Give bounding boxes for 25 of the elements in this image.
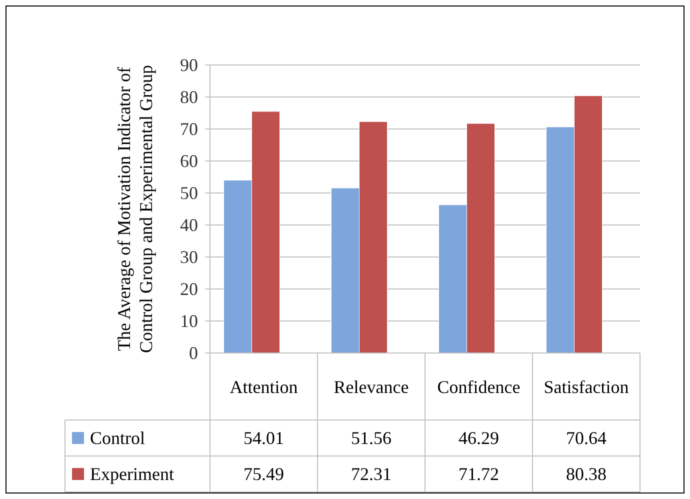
data-label: 54.01 [244,428,284,448]
y-tick-label: 20 [180,279,198,299]
x-tick-label: Relevance [334,377,409,397]
y-tick-label: 90 [180,55,198,75]
data-label: 80.38 [566,464,606,484]
legend-label: Control [90,428,146,448]
y-tick-label: 10 [180,311,198,331]
data-label: 46.29 [458,428,499,448]
y-tick-label: 30 [180,247,198,267]
x-tick-label: Attention [230,377,298,397]
data-label: 71.72 [458,464,499,484]
y-tick-label: 70 [180,119,198,139]
data-label: 51.56 [351,428,392,448]
y-tick-label: 50 [180,183,198,203]
data-label: 75.49 [244,464,284,484]
data-label: 72.31 [351,464,392,484]
y-tick-label: 40 [180,215,198,235]
y-tick-label: 0 [189,343,198,363]
y-tick-label: 80 [180,87,198,107]
y-axis-title: The Average of Motivation Indicator of Control Group and Experimental Group [114,65,156,353]
x-tick-label: Confidence [437,377,520,397]
legend-label: Experiment [90,464,174,484]
data-label: 70.64 [566,428,606,448]
x-tick-label: Satisfaction [544,377,629,397]
y-tick-label: 60 [180,151,198,171]
